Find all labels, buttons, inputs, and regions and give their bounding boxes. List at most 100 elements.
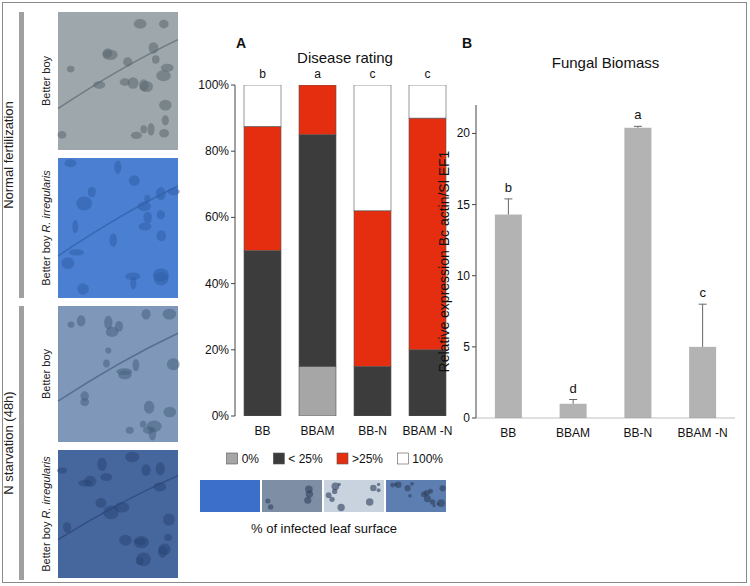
legend-title: % of infected leaf surface — [251, 521, 397, 536]
y-tick-label: 60% — [205, 210, 229, 224]
significance-letter: a — [634, 107, 642, 122]
bar-segment — [299, 366, 336, 416]
error-cap — [504, 198, 512, 199]
bar-segment — [299, 85, 336, 135]
lesion — [377, 488, 381, 492]
significance-letter: b — [505, 180, 512, 195]
lesion — [95, 498, 106, 508]
x-tick-label: BB-N — [358, 424, 387, 438]
frame — [3, 3, 747, 583]
lesion — [110, 233, 117, 246]
y-tick — [231, 283, 235, 284]
y-tick — [472, 204, 476, 205]
y-tick-label: 40% — [205, 277, 229, 291]
error-bar — [634, 126, 642, 127]
lesion — [141, 464, 150, 476]
example-photo — [262, 480, 322, 512]
lesion — [142, 309, 151, 319]
lesion — [167, 188, 179, 195]
error-stem — [508, 199, 509, 215]
x-axis — [476, 418, 735, 419]
bar-segment — [299, 135, 336, 367]
x-tick-label: BB — [254, 424, 270, 438]
y-tick — [231, 217, 235, 218]
y-tick — [472, 133, 476, 134]
legend-swatch — [397, 453, 408, 464]
lesion — [304, 497, 311, 504]
lesion — [161, 64, 174, 72]
lesion — [136, 552, 150, 566]
x-tick-label: BBAM — [556, 426, 590, 440]
lesion — [437, 502, 440, 505]
lesion — [144, 401, 154, 414]
leaf-photo — [58, 306, 178, 442]
leaf-vein — [58, 333, 178, 401]
bars — [244, 85, 446, 416]
y-tick-label: 80% — [205, 144, 229, 158]
x-tick-label: BBAM -N — [678, 426, 728, 440]
photo-label-text: Better boy — [40, 521, 52, 572]
lesion — [67, 66, 75, 73]
lesion — [77, 315, 86, 326]
lesion — [366, 498, 374, 506]
lesion — [370, 485, 377, 492]
lesion — [143, 212, 151, 224]
y-tick-label: 0 — [463, 411, 470, 425]
significance-letter: c — [699, 285, 706, 300]
error-stem — [702, 304, 703, 347]
bar-segment — [354, 211, 391, 367]
error-cap — [634, 126, 642, 127]
chart-title: Fungal Biomass — [552, 54, 660, 71]
y-axis — [235, 85, 236, 416]
lesion — [134, 536, 150, 548]
lesion — [265, 498, 270, 503]
y-tick — [231, 349, 235, 350]
error-cap — [569, 399, 577, 400]
example-photo — [324, 480, 384, 512]
significance-letter: b — [259, 67, 266, 81]
lesion — [390, 483, 395, 488]
error-cap — [699, 304, 707, 305]
lesion — [125, 452, 139, 463]
lesion — [163, 407, 176, 418]
bar — [560, 404, 587, 418]
lesion — [157, 210, 165, 219]
photo-label-text: Better boy — [40, 235, 52, 286]
legend-label: >25% — [352, 452, 383, 466]
lesion — [114, 161, 121, 174]
lesion — [329, 497, 334, 502]
lesion — [116, 368, 132, 375]
significance-letter: d — [570, 381, 577, 396]
leaf-vein — [58, 476, 178, 540]
lesion — [153, 268, 169, 282]
bar-segment — [244, 251, 281, 417]
legend-label: 0% — [242, 452, 260, 466]
lesion — [104, 316, 112, 329]
lesion — [405, 485, 411, 491]
leaf-photo — [58, 158, 178, 298]
error-bar — [569, 400, 577, 404]
lesion — [149, 427, 157, 440]
lesion — [157, 230, 167, 241]
photo-label-text: Better boy — [40, 55, 52, 106]
y-tick-label: 0% — [212, 409, 230, 423]
error-bar — [504, 199, 512, 215]
lesion — [158, 546, 167, 557]
lesion — [164, 534, 172, 541]
example-photo — [200, 480, 260, 512]
lesion — [408, 494, 412, 498]
photo-label-species: R. irregularis — [40, 456, 52, 519]
lesion — [162, 115, 169, 125]
lesion — [395, 481, 402, 488]
lesion — [77, 283, 89, 294]
lesion — [57, 467, 67, 473]
y-tick — [231, 416, 235, 417]
lesion — [126, 427, 134, 434]
y-tick-label: 100% — [198, 78, 229, 92]
lesion — [377, 483, 380, 486]
lesion — [72, 220, 78, 233]
x-tick-label: BBAM — [300, 424, 334, 438]
lesion — [433, 504, 436, 507]
y-tick — [472, 418, 476, 419]
y-tick — [231, 151, 235, 152]
